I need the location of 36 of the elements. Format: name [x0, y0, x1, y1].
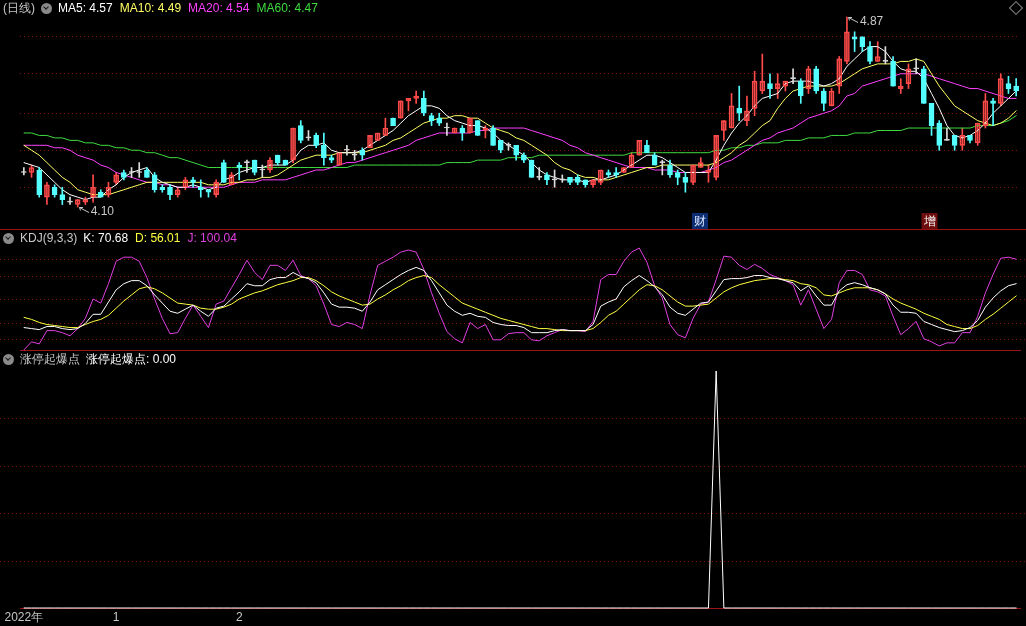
candlestick — [444, 122, 450, 136]
x-tick-label: 2022年 — [4, 609, 44, 624]
text: 财 — [694, 214, 706, 229]
x-tick-label: 1 — [112, 609, 120, 624]
text: 涨停起爆点: 0.00 — [86, 352, 177, 366]
candlestick — [467, 117, 473, 134]
candlestick — [336, 152, 343, 166]
candlestick — [736, 85, 743, 121]
annotation: 4.87 — [859, 14, 884, 29]
candlestick — [197, 179, 204, 198]
candlestick — [236, 162, 243, 181]
text: 增 — [922, 214, 936, 229]
text: MA20: 4.54 — [188, 1, 250, 15]
text: MA10: 4.49 — [119, 1, 182, 15]
chart-title: 涨停起爆点 — [20, 352, 80, 366]
candlestick — [344, 144, 350, 156]
candlestick — [397, 100, 404, 119]
text: K: 70.68 — [83, 231, 129, 245]
chart-title: (日线) — [3, 1, 35, 15]
annotation: 4.10 — [90, 204, 115, 219]
text: D: 56.01 — [135, 231, 181, 245]
candlestick — [990, 98, 996, 126]
candlestick — [259, 164, 266, 178]
candlestick — [190, 177, 196, 188]
text: MA5: 4.57 — [58, 1, 113, 15]
candlestick — [790, 68, 796, 84]
candlestick — [613, 167, 619, 178]
series-label: J: 100.04 — [187, 231, 237, 245]
candlestick — [913, 58, 919, 75]
text: MA60: 4.47 — [256, 1, 318, 15]
candlestick — [67, 196, 73, 205]
candlestick — [559, 174, 566, 183]
x-tick-label: 2 — [235, 609, 243, 624]
chart-title: KDJ(9,3,3) — [20, 231, 78, 245]
candlestick — [767, 73, 773, 99]
candlestick — [159, 184, 166, 193]
